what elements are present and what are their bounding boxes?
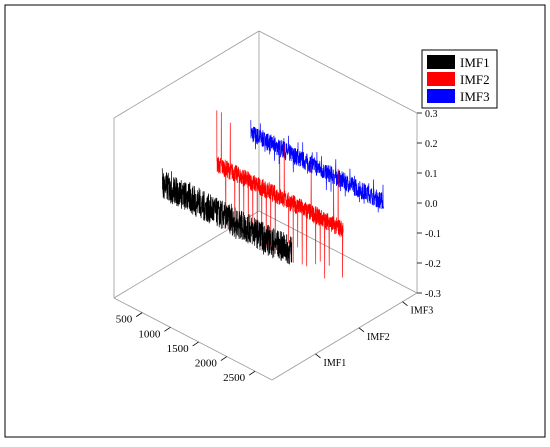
z-tick-label: 0.0 xyxy=(425,199,438,210)
z-tick-label: 0.3 xyxy=(425,109,438,120)
series-tick-mark xyxy=(402,301,408,307)
box-edge xyxy=(271,292,418,381)
ticks-layer: 2500 2000 1500 1000 500 IMF1 IMF2 IMF3 0.3 0.2 0.1… xyxy=(116,109,441,384)
series-tick-label: IMF3 xyxy=(411,306,434,317)
x-tick-label: 1000 xyxy=(138,328,161,340)
legend-swatch xyxy=(427,72,455,86)
legend-entry: IMF3 xyxy=(460,89,490,104)
x-tick-label: 2000 xyxy=(195,358,218,370)
legend-entry: IMF1 xyxy=(460,55,490,70)
legend-swatch xyxy=(427,55,455,69)
series-line-imf1 xyxy=(161,168,293,265)
x-tick-label: 2500 xyxy=(223,372,246,384)
z-tick-label: -0.1 xyxy=(425,229,441,240)
z-tick-label: -0.3 xyxy=(425,289,441,300)
legend: IMF1 IMF2 IMF3 xyxy=(421,49,498,109)
x-tick-mark xyxy=(135,312,143,317)
x-tick-mark xyxy=(164,326,171,332)
box-edge xyxy=(113,30,260,119)
series-tick-label: IMF1 xyxy=(324,358,347,369)
legend-swatch xyxy=(427,89,455,103)
box-edge xyxy=(113,297,273,381)
x-tick-mark xyxy=(248,370,256,376)
series-tick-mark xyxy=(315,353,321,359)
z-tick-label: 0.1 xyxy=(425,169,438,180)
x-tick-mark xyxy=(220,356,228,361)
series-tick-mark xyxy=(358,327,365,333)
legend-entry: IMF2 xyxy=(460,72,490,87)
box-edge xyxy=(258,210,418,294)
series-line-imf3 xyxy=(250,120,384,213)
x-tick-label: 1500 xyxy=(167,343,190,355)
series-layer xyxy=(161,110,384,279)
z-tick-label: 0.2 xyxy=(425,139,438,150)
series-tick-label: IMF2 xyxy=(367,332,390,343)
box-edge xyxy=(258,30,418,114)
z-tick-label: -0.2 xyxy=(425,259,441,270)
x-tick-mark xyxy=(192,341,199,347)
x-tick-label: 500 xyxy=(116,314,133,326)
series-line-imf2 xyxy=(216,110,344,279)
